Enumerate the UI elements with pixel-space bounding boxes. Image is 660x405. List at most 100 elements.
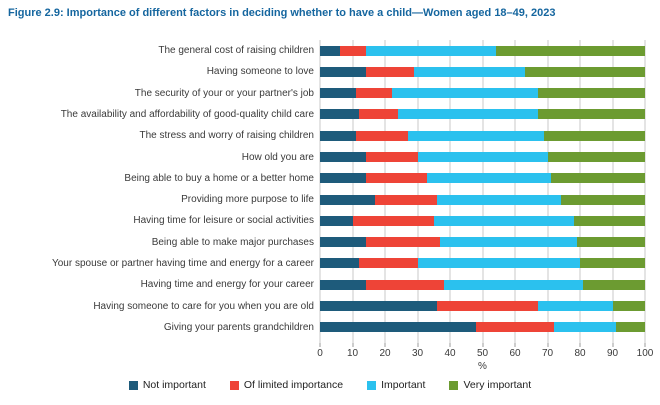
segment-very-important bbox=[583, 279, 645, 290]
ticklabel-0: 0 bbox=[317, 348, 323, 359]
bar-row-the-general-cost-of-raising-children: The general cost of raising children bbox=[8, 40, 645, 61]
ticklabel-50: 50 bbox=[476, 348, 489, 359]
segment-of-limited-importance bbox=[365, 279, 444, 290]
bar-row-the-stress-and-worry-of-raising-children: The stress and worry of raising children bbox=[8, 125, 645, 146]
legend-label: Of limited importance bbox=[243, 379, 344, 391]
segment-not-important bbox=[320, 109, 359, 120]
segment-very-important bbox=[615, 322, 645, 333]
segment-important bbox=[407, 130, 545, 141]
ticklabel-30: 30 bbox=[411, 348, 424, 359]
segment-not-important bbox=[320, 130, 356, 141]
legend-label: Not important bbox=[142, 379, 206, 391]
legend-label: Important bbox=[381, 379, 426, 391]
ticklabel-90: 90 bbox=[606, 348, 619, 359]
bar-track bbox=[320, 279, 645, 290]
ticklabel-10: 10 bbox=[346, 348, 359, 359]
category-label: Giving your parents grandchildren bbox=[163, 321, 314, 333]
tickmark-70 bbox=[547, 343, 548, 347]
gridline-80 bbox=[579, 40, 581, 343]
x-axis-tick-labels: 0 10 20 30 40 50 60 70 80 90 100 bbox=[317, 348, 653, 360]
category-label: Having someone to love bbox=[206, 66, 314, 78]
segment-important bbox=[365, 45, 496, 56]
figure-title: Figure 2.9: Importance of different fact… bbox=[8, 7, 556, 19]
segment-important bbox=[417, 258, 580, 269]
segment-very-important bbox=[537, 109, 645, 120]
segment-important bbox=[391, 88, 538, 99]
ticklabel-100: 100 bbox=[636, 348, 654, 359]
segment-important bbox=[537, 301, 613, 312]
bar-track bbox=[320, 45, 645, 56]
category-label: Being able to make major purchases bbox=[151, 236, 314, 248]
segment-very-important bbox=[544, 130, 645, 141]
segment-not-important bbox=[320, 45, 340, 56]
segment-of-limited-importance bbox=[365, 173, 428, 184]
gridline-60 bbox=[514, 40, 516, 343]
x-axis-ticks bbox=[319, 343, 646, 348]
gridline-0 bbox=[319, 40, 321, 343]
ticklabel-70: 70 bbox=[541, 348, 554, 359]
segment-not-important bbox=[320, 88, 356, 99]
legend-item-very-important: Very important bbox=[449, 379, 531, 391]
gridline-100 bbox=[644, 40, 646, 343]
bar-track bbox=[320, 322, 645, 333]
segment-not-important bbox=[320, 237, 366, 248]
segment-very-important bbox=[550, 173, 645, 184]
bar-row-having-someone-to-love: Having someone to love bbox=[8, 61, 645, 82]
segment-very-important bbox=[495, 45, 645, 56]
gridline-40 bbox=[449, 40, 451, 343]
bar-track bbox=[320, 152, 645, 163]
segment-of-limited-importance bbox=[365, 237, 441, 248]
category-label: Being able to buy a home or a better hom… bbox=[124, 172, 314, 184]
tickmark-40 bbox=[449, 343, 451, 347]
segment-very-important bbox=[524, 66, 645, 77]
segment-of-limited-importance bbox=[365, 66, 415, 77]
legend: Not important Of limited importance Import… bbox=[0, 379, 660, 391]
segment-important bbox=[398, 109, 538, 120]
segment-of-limited-importance bbox=[359, 258, 418, 269]
category-label: The security of your or your partner's j… bbox=[134, 87, 314, 99]
ticklabel-80: 80 bbox=[574, 348, 586, 359]
gridlines bbox=[319, 40, 646, 343]
category-label: Having someone to care for you when you … bbox=[93, 300, 314, 312]
segment-very-important bbox=[560, 194, 645, 205]
segment-important bbox=[414, 66, 525, 77]
bar-track bbox=[320, 88, 645, 99]
bar-row-the-availability-and-affordability-of-good-quality-child-care: The availability and affordability of go… bbox=[8, 104, 645, 125]
segment-of-limited-importance bbox=[355, 130, 408, 141]
segment-not-important bbox=[320, 66, 366, 77]
category-label: The stress and worry of raising children bbox=[139, 130, 314, 142]
segment-of-limited-importance bbox=[355, 88, 392, 99]
segment-not-important bbox=[320, 215, 353, 226]
segment-not-important bbox=[320, 258, 359, 269]
gridline-70 bbox=[547, 40, 548, 343]
gridline-50 bbox=[482, 40, 483, 343]
segment-very-important bbox=[547, 152, 645, 163]
segment-important bbox=[417, 152, 548, 163]
segment-of-limited-importance bbox=[375, 194, 437, 205]
bar-row-having-time-for-leisure-or-social-activities: Having time for leisure or social activi… bbox=[8, 210, 645, 231]
bar-track bbox=[320, 66, 645, 77]
legend-item-of-limited-importance: Of limited importance bbox=[229, 379, 344, 391]
legend-item-important: Important bbox=[367, 379, 425, 391]
bar-track bbox=[320, 109, 645, 120]
legend-label: Very important bbox=[463, 379, 532, 391]
x-axis-label: % bbox=[478, 361, 487, 372]
tickmark-30 bbox=[417, 343, 418, 347]
tickmark-0 bbox=[319, 343, 321, 347]
bar-track bbox=[320, 194, 645, 205]
bar-row-being-able-to-make-major-purchases: Being able to make major purchases bbox=[8, 232, 645, 253]
tickmark-60 bbox=[514, 343, 516, 347]
bar-track bbox=[320, 130, 645, 141]
segment-not-important bbox=[320, 279, 366, 290]
legend-swatch-of-limited-importance bbox=[229, 380, 239, 390]
ticklabel-40: 40 bbox=[444, 348, 456, 359]
bar-row-giving-your-parents-grandchildren: Giving your parents grandchildren bbox=[8, 317, 645, 338]
bar-rows: The general cost of raising children Havi… bbox=[8, 40, 645, 338]
legend-swatch-very-important bbox=[449, 380, 459, 390]
category-label: Your spouse or partner having time and e… bbox=[51, 257, 314, 269]
segment-of-limited-importance bbox=[476, 322, 554, 333]
gridline-10 bbox=[352, 40, 353, 343]
segment-important bbox=[440, 237, 577, 248]
segment-not-important bbox=[320, 173, 366, 184]
